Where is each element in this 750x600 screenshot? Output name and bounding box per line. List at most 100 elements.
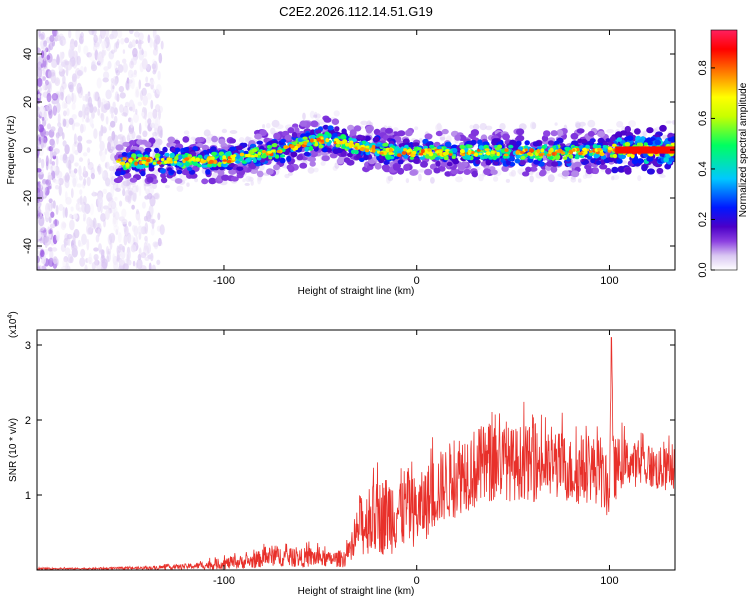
spectrogram-signal-blob — [211, 135, 219, 143]
spectrogram-noise-blob — [54, 77, 61, 87]
spectrogram-signal-blob — [533, 159, 541, 165]
spectrogram-haze-blob — [115, 187, 121, 192]
spectrogram-noise-blob — [130, 77, 135, 90]
spectrogram-noise-blob — [137, 101, 142, 107]
spectrogram-signal-blob — [320, 137, 324, 140]
spectrogram-noise-blob — [142, 95, 148, 106]
spectrogram-signal-blob — [299, 162, 308, 169]
spectrogram-signal-blob — [160, 177, 168, 184]
spectrogram-noise-blob — [42, 56, 48, 69]
spectrogram-signal-blob — [222, 159, 227, 162]
spectrogram-noise-blob — [92, 190, 95, 197]
spectrogram-noise-blob — [138, 32, 144, 41]
spectrogram-signal-blob — [347, 152, 353, 158]
spectrogram-noise-blob — [156, 259, 161, 265]
spectrogram-haze-blob — [405, 178, 410, 184]
snr-panel: -100 0 100 1 2 3 Height of straight line (km)… — [7, 311, 676, 597]
spectrogram-noise-blob — [110, 81, 115, 93]
spectrogram-noise-blob — [37, 266, 41, 270]
spectrogram-noise-blob — [50, 126, 56, 132]
spectrogram-noise-blob — [107, 141, 111, 152]
snr-marks — [37, 337, 675, 570]
spectrogram-signal-blob — [144, 141, 152, 148]
spectrogram-noise-blob — [71, 92, 74, 102]
spectrogram-noise-blob — [110, 146, 115, 151]
spectrogram-signal-blob — [421, 149, 425, 154]
spectrogram-noise-blob — [112, 253, 115, 262]
snr-xtick-label: 100 — [600, 575, 618, 587]
spectrogram-haze-blob — [164, 184, 170, 189]
spectrogram-noise-blob — [150, 99, 154, 110]
spectrogram-noise-blob — [42, 76, 46, 81]
spectrogram-signal-blob — [670, 136, 675, 143]
spectrogram-signal-blob — [571, 140, 579, 146]
spectrogram-noise-blob — [93, 34, 98, 43]
spectrogram-noise-blob — [83, 66, 87, 73]
spectrogram-noise-blob — [127, 187, 134, 196]
spectrogram-noise-blob — [37, 168, 42, 173]
spectrogram-haze-blob — [333, 110, 340, 117]
spectrogram-signal-blob — [266, 168, 274, 175]
spectrogram-signal-blob — [374, 136, 380, 142]
spectrogram-noise-blob — [64, 174, 67, 182]
spectrogram-noise-blob — [145, 76, 149, 83]
spectrogram-noise-blob — [40, 227, 47, 233]
spectrogram-signal-blob — [626, 135, 634, 141]
spectrogram-noise-blob — [132, 103, 136, 113]
spectrogram-haze-blob — [287, 172, 293, 176]
spectrogram-noise-blob — [46, 123, 52, 130]
spectrogram-signal-blob — [326, 141, 331, 146]
spectrogram-signal-blob — [217, 170, 225, 176]
colorbar-tick-label: 0.8 — [697, 60, 709, 75]
spectrogram-haze-blob — [554, 122, 558, 126]
spectrogram-noise-blob — [156, 225, 162, 232]
spectrogram-noise-blob — [152, 108, 158, 119]
spectrogram-noise-blob — [58, 203, 64, 212]
spectrogram-noise-blob — [116, 250, 121, 261]
spectrogram-signal-blob — [284, 134, 293, 141]
spectrogram-signal-blob — [470, 139, 477, 146]
spectrogram-signal-blob — [508, 144, 514, 149]
spectrogram-signal-blob — [396, 153, 402, 158]
spectrogram-noise-blob — [38, 86, 42, 92]
spectrogram-noise-blob — [79, 123, 84, 134]
spectrogram-signal-blob — [365, 125, 374, 133]
spectrogram-noise-blob — [124, 189, 131, 201]
spectrogram-signal-blob — [252, 158, 257, 163]
spectrogram-noise-blob — [71, 114, 78, 120]
spectrogram-signal-blob — [659, 124, 667, 132]
spectrogram-noise-blob — [132, 260, 136, 267]
spectrogram-noise-blob — [50, 202, 54, 209]
spectrogram-signal-blob — [583, 160, 590, 165]
spectrogram-haze-blob — [430, 177, 435, 184]
spectrogram-signal-blob — [450, 168, 459, 175]
spectrogram-noise-blob — [51, 98, 58, 105]
spectrogram-noise-blob — [114, 67, 119, 74]
spectrogram-noise-blob — [131, 39, 136, 48]
spectrogram-signal-blob — [131, 153, 137, 159]
spectrogram-noise-blob — [37, 140, 41, 151]
spectrogram-signal-blob — [609, 136, 616, 142]
spectrogram-noise-blob — [104, 103, 111, 110]
spectrogram-signal-blob — [117, 175, 124, 182]
spectrogram-signal-blob — [616, 137, 622, 142]
spectrogram-noise-blob — [47, 174, 53, 181]
spectrogram-signal-blob — [195, 137, 203, 143]
spectrogram-signal-blob — [335, 143, 341, 148]
spectrogram-haze-blob — [439, 136, 446, 141]
spectrogram-noise-blob — [110, 153, 116, 162]
spectrogram-noise-blob — [68, 117, 74, 125]
spectrogram-signal-blob — [503, 153, 509, 157]
spectrogram-noise-blob — [138, 217, 141, 226]
spectrogram-signal-blob — [643, 142, 648, 146]
spectrogram-noise-blob — [51, 247, 58, 252]
spectrogram-signal-blob — [320, 139, 324, 143]
spectrogram-signal-blob — [141, 160, 146, 165]
spectrogram-noise-blob — [115, 60, 121, 67]
snr-multiplier: (x104) — [7, 311, 19, 338]
spectrogram-noise-blob — [157, 212, 161, 221]
spectrogram-noise-blob — [151, 264, 156, 270]
spectrogram-signal-blob — [490, 150, 495, 155]
spectrogram-signal-blob — [272, 143, 278, 148]
spectrogram-haze-blob — [637, 175, 642, 182]
